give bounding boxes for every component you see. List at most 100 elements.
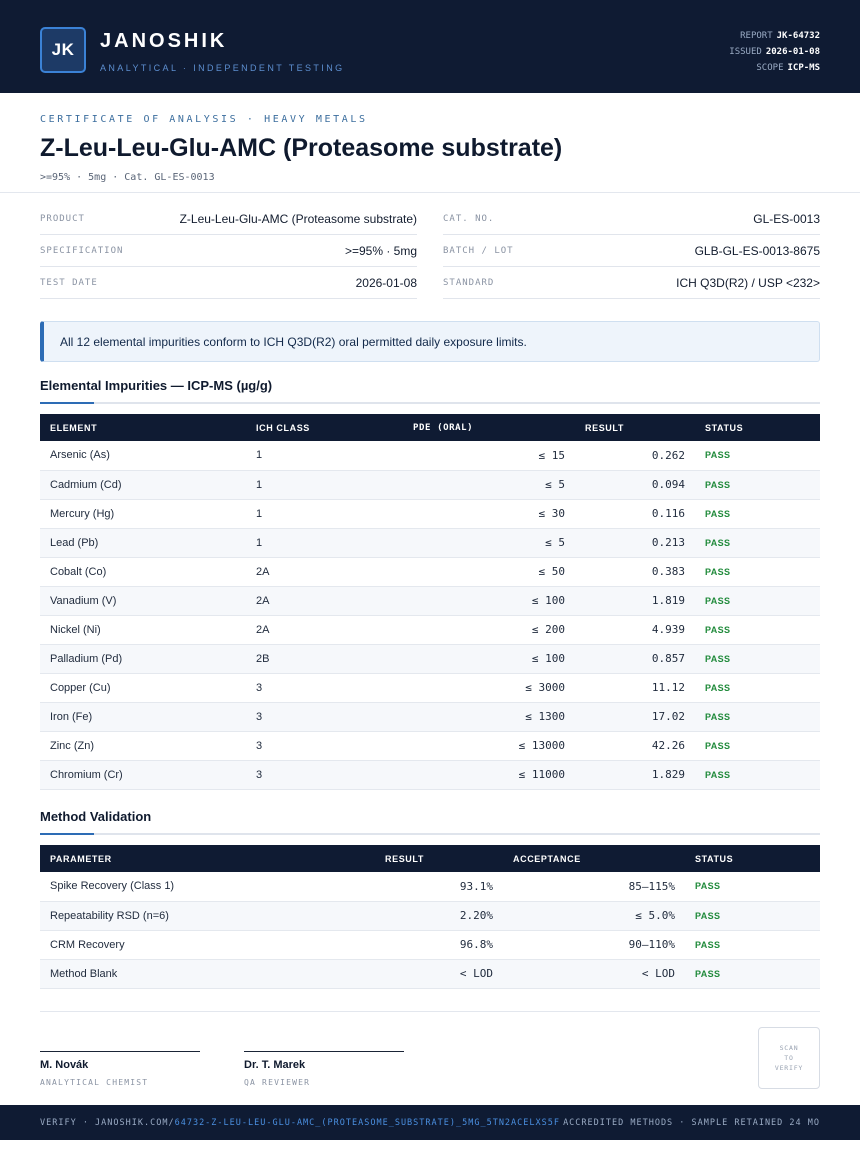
info-value: 2026-01-08 bbox=[355, 275, 417, 290]
pde-limit: ≤ 15 bbox=[538, 448, 566, 462]
ich-class: 1 bbox=[256, 478, 263, 491]
info-value: ICH Q3D(R2) / USP <232> bbox=[676, 275, 820, 290]
column-header: ELEMENT bbox=[50, 422, 98, 433]
column-header: STATUS bbox=[695, 853, 734, 864]
result-value: 4.939 bbox=[651, 623, 685, 636]
info-standard: STANDARD ICH Q3D(R2) / USP <232> bbox=[443, 267, 820, 299]
qr-text: SCAN bbox=[779, 1044, 799, 1052]
result-value: 1.819 bbox=[651, 594, 685, 607]
qr-verify-code[interactable]: SCAN TO VERIFY bbox=[758, 1027, 820, 1089]
table-row: Cobalt (Co) 2A ≤ 50 0.383 PASS bbox=[40, 557, 820, 586]
status-badge: PASS bbox=[705, 450, 731, 461]
report-number: JK-64732 bbox=[776, 31, 820, 41]
table-row: Chromium (Cr) 3 ≤ 11000 1.829 PASS bbox=[40, 760, 820, 789]
column-header: ACCEPTANCE bbox=[513, 853, 581, 864]
result-value: < LOD bbox=[459, 967, 493, 980]
brand-logo: JK bbox=[40, 27, 86, 73]
table-row: Repeatability RSD (n=6) 2.20% ≤ 5.0% PASS bbox=[40, 901, 820, 930]
table-row: Iron (Fe) 3 ≤ 1300 17.02 PASS bbox=[40, 702, 820, 731]
element-name: Arsenic (As) bbox=[50, 449, 110, 462]
result-value: 0.262 bbox=[651, 448, 685, 462]
status-badge: PASS bbox=[705, 740, 731, 751]
qr-text: TO bbox=[784, 1054, 794, 1062]
acceptance-range: 90–110% bbox=[628, 938, 675, 951]
table-row: Cadmium (Cd) 1 ≤ 5 0.094 PASS bbox=[40, 470, 820, 499]
result-value: 2.20% bbox=[459, 909, 493, 922]
pde-limit: ≤ 3000 bbox=[525, 681, 565, 694]
table-row: Vanadium (V) 2A ≤ 100 1.819 PASS bbox=[40, 586, 820, 615]
info-label: SPECIFICATION bbox=[40, 245, 124, 256]
status-badge: PASS bbox=[695, 881, 721, 892]
pde-limit: ≤ 200 bbox=[531, 623, 565, 636]
table-row: Palladium (Pd) 2B ≤ 100 0.857 PASS bbox=[40, 644, 820, 673]
result-value: 0.857 bbox=[651, 652, 685, 665]
pde-limit: ≤ 11000 bbox=[518, 768, 565, 781]
parameter-name: Spike Recovery (Class 1) bbox=[50, 880, 175, 893]
status-badge: PASS bbox=[695, 939, 721, 950]
element-name: Palladium (Pd) bbox=[50, 652, 123, 665]
table-row: CRM Recovery 96.8% 90–110% PASS bbox=[40, 930, 820, 959]
column-header: PDE (ORAL) bbox=[413, 422, 474, 433]
report-footer: VERIFY · JANOSHIK.COM/64732-Z-LEU-LEU-GL… bbox=[0, 1105, 860, 1140]
ich-class: 2A bbox=[256, 623, 270, 636]
info-test-date: TEST DATE 2026-01-08 bbox=[40, 267, 417, 299]
column-header: RESULT bbox=[585, 422, 624, 433]
result-value: 0.213 bbox=[651, 536, 685, 549]
element-name: Zinc (Zn) bbox=[50, 739, 94, 752]
element-name: Vanadium (V) bbox=[50, 594, 117, 607]
table-row: Lead (Pb) 1 ≤ 5 0.213 PASS bbox=[40, 528, 820, 557]
result-value: 17.02 bbox=[651, 710, 685, 723]
signer-role: QA REVIEWER bbox=[244, 1078, 311, 1087]
table-row: Arsenic (As) 1 ≤ 15 0.262 PASS bbox=[40, 441, 820, 470]
status-badge: PASS bbox=[695, 910, 721, 921]
verify-link[interactable]: 64732-Z-LEU-LEU-GLU-AMC_(PROTEASOME_SUBS… bbox=[174, 1117, 560, 1128]
qr-text: VERIFY bbox=[774, 1064, 804, 1072]
status-badge: PASS bbox=[705, 479, 731, 490]
column-header: RESULT bbox=[385, 853, 424, 864]
column-header: PARAMETER bbox=[50, 853, 112, 864]
acceptance-range: 85–115% bbox=[628, 879, 675, 893]
element-name: Cadmium (Cd) bbox=[50, 478, 122, 491]
report-label: REPORT bbox=[740, 31, 773, 41]
table-header-row: ELEMENT ICH CLASS PDE (ORAL) RESULT STAT… bbox=[40, 414, 820, 441]
parameter-name: Method Blank bbox=[50, 967, 118, 980]
pde-limit: ≤ 30 bbox=[538, 507, 566, 520]
impurities-table: ELEMENT ICH CLASS PDE (ORAL) RESULT STAT… bbox=[40, 414, 820, 790]
issued-date: 2026-01-08 bbox=[765, 47, 820, 57]
table-header-row: PARAMETER RESULT ACCEPTANCE STATUS bbox=[40, 845, 820, 872]
element-name: Cobalt (Co) bbox=[50, 565, 107, 578]
ich-class: 1 bbox=[256, 536, 263, 549]
table-row: Copper (Cu) 3 ≤ 3000 11.12 PASS bbox=[40, 673, 820, 702]
ich-class: 3 bbox=[256, 768, 263, 781]
info-label: STANDARD bbox=[443, 277, 495, 288]
scope-label: SCOPE bbox=[756, 63, 784, 73]
acceptance-range: < LOD bbox=[641, 967, 675, 980]
result-value: 0.383 bbox=[651, 565, 685, 578]
ich-class: 1 bbox=[256, 507, 263, 520]
info-value: GLB-GL-ES-0013-8675 bbox=[694, 243, 820, 258]
info-label: BATCH / LOT bbox=[443, 245, 514, 256]
divider bbox=[40, 1011, 820, 1012]
brand-name: JANOSHIK bbox=[100, 30, 228, 52]
acceptance-range: ≤ 5.0% bbox=[635, 909, 675, 922]
ich-class: 3 bbox=[256, 681, 263, 694]
signature-analyst: M. Novák ANALYTICAL CHEMIST bbox=[40, 1051, 200, 1087]
report-number-line: REPORT JK-64732 bbox=[729, 28, 820, 44]
info-batch-lot: BATCH / LOT GLB-GL-ES-0013-8675 bbox=[443, 235, 820, 267]
pde-limit: ≤ 1300 bbox=[525, 710, 565, 723]
verify-line: VERIFY · JANOSHIK.COM/64732-Z-LEU-LEU-GL… bbox=[40, 1118, 560, 1128]
pde-limit: ≤ 13000 bbox=[518, 739, 565, 752]
result-value: 96.8% bbox=[459, 938, 493, 951]
info-label: TEST DATE bbox=[40, 277, 98, 288]
element-name: Lead (Pb) bbox=[50, 536, 99, 549]
result-value: 11.12 bbox=[651, 681, 685, 694]
validation-table: PARAMETER RESULT ACCEPTANCE STATUS Spike… bbox=[40, 845, 820, 989]
section-rule bbox=[40, 833, 820, 835]
table-row: Method Blank < LOD < LOD PASS bbox=[40, 959, 820, 988]
element-name: Copper (Cu) bbox=[50, 681, 111, 694]
impurities-title: Elemental Impurities — ICP-MS (µg/g) bbox=[40, 378, 273, 393]
document-eyebrow: CERTIFICATE OF ANALYSIS · HEAVY METALS bbox=[40, 114, 368, 125]
ich-class: 2A bbox=[256, 565, 270, 578]
ich-class: 1 bbox=[256, 449, 263, 462]
info-product: PRODUCT Z-Leu-Leu-Glu-AMC (Proteasome su… bbox=[40, 203, 417, 235]
